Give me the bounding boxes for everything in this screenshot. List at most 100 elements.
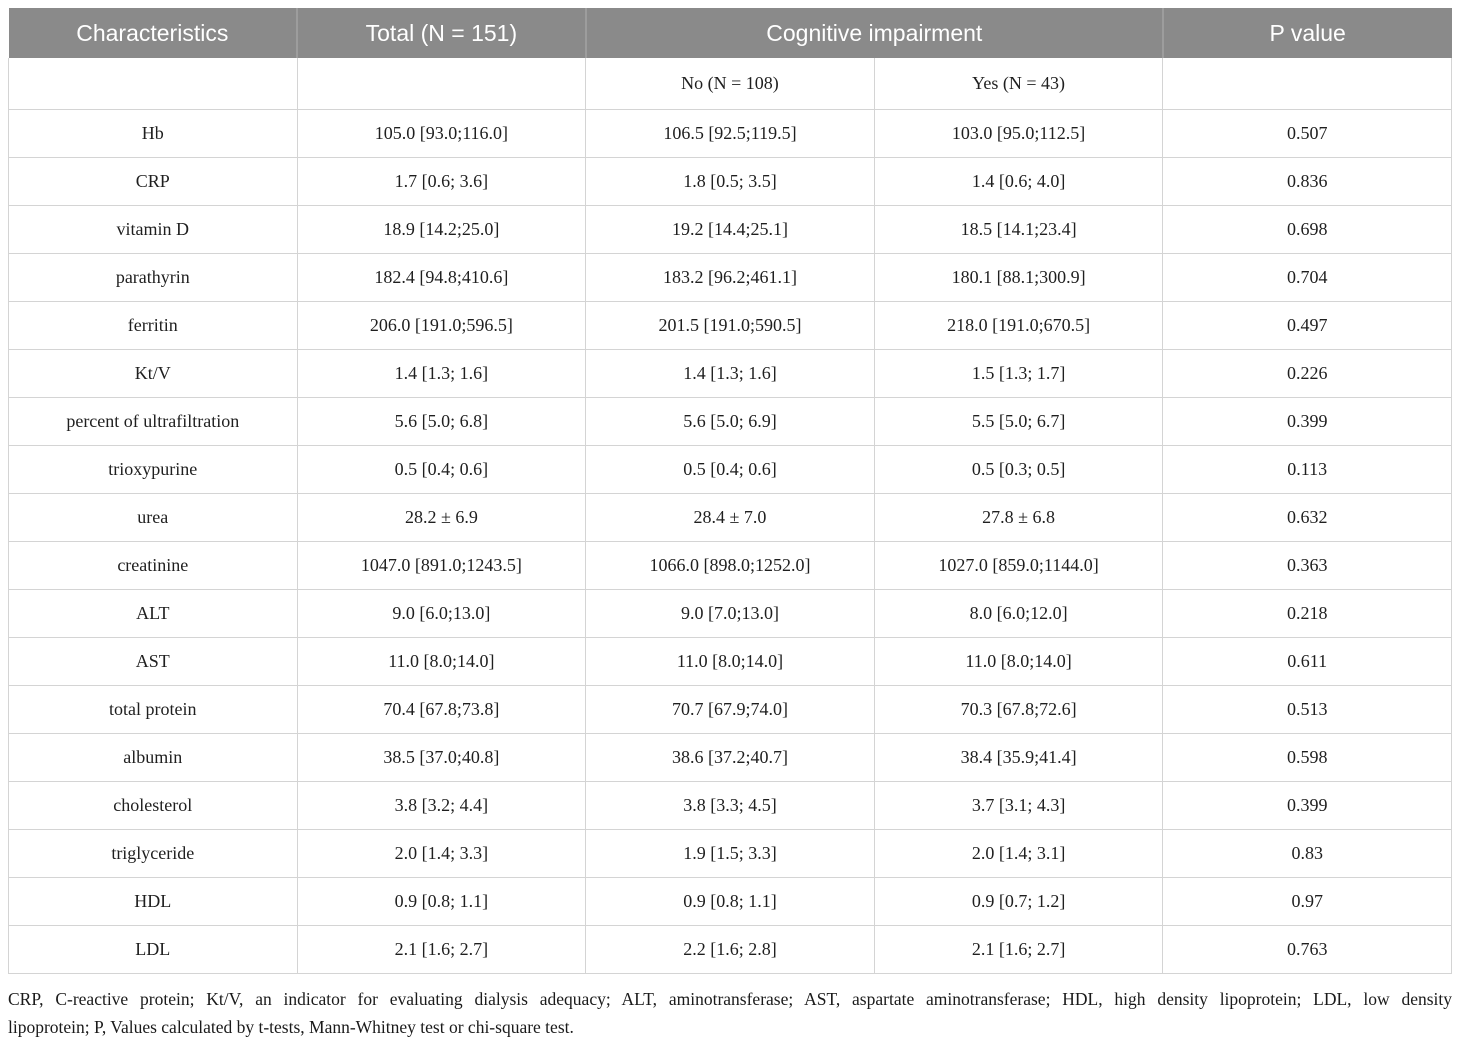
subheader-empty-p (1162, 58, 1452, 110)
yes-group-value-cell: 1027.0 [859.0;1144.0] (873, 541, 1164, 590)
total-value-cell: 1.7 [0.6; 3.6] (296, 157, 587, 206)
header-cognitive-impairment: Cognitive impairment (584, 8, 1163, 58)
p-value-cell: 0.226 (1162, 349, 1452, 398)
table-body: Hb 105.0 [93.0;116.0] 106.5 [92.5;119.5] 10… (8, 109, 1452, 974)
p-value-cell: 0.704 (1162, 253, 1452, 302)
table-row: cholesterol 3.8 [3.2; 4.4] 3.8 [3.3; 4.5] 3… (8, 781, 1452, 830)
row-label-cell: creatinine (8, 541, 298, 590)
p-value-cell: 0.83 (1162, 829, 1452, 878)
total-value-cell: 105.0 [93.0;116.0] (296, 109, 587, 158)
p-value-cell: 0.763 (1162, 925, 1452, 974)
table-row: LDL 2.1 [1.6; 2.7] 2.2 [1.6; 2.8] 2.1 [1.6;… (8, 925, 1452, 974)
table-row: HDL 0.9 [0.8; 1.1] 0.9 [0.8; 1.1] 0.9 [0.7;… (8, 877, 1452, 926)
table-row: albumin 38.5 [37.0;40.8] 38.6 [37.2;40.7] 3… (8, 733, 1452, 782)
table-row: urea 28.2 ± 6.9 28.4 ± 7.0 27.8 ± 6.8 0.632 (8, 493, 1452, 542)
yes-group-value-cell: 38.4 [35.9;41.4] (873, 733, 1164, 782)
no-group-value-cell: 11.0 [8.0;14.0] (585, 637, 875, 686)
table-subheader-row: No (N = 108) Yes (N = 43) (8, 58, 1452, 110)
row-label-cell: HDL (8, 877, 298, 926)
characteristics-table: Characteristics Total (N = 151) Cognitiv… (8, 8, 1452, 974)
header-p-value: P value (1161, 8, 1452, 58)
row-label-cell: trioxypurine (8, 445, 298, 494)
p-value-cell: 0.497 (1162, 301, 1452, 350)
table-header-row: Characteristics Total (N = 151) Cognitiv… (8, 8, 1452, 58)
table-row: trioxypurine 0.5 [0.4; 0.6] 0.5 [0.4; 0.6]… (8, 445, 1452, 494)
no-group-value-cell: 38.6 [37.2;40.7] (585, 733, 875, 782)
footnote-line-1: CRP, C-reactive protein; Kt/V, an indica… (8, 989, 1452, 1009)
subheader-no: No (N = 108) (585, 58, 875, 110)
yes-group-value-cell: 2.0 [1.4; 3.1] (873, 829, 1164, 878)
no-group-value-cell: 1.4 [1.3; 1.6] (585, 349, 875, 398)
table-row: AST 11.0 [8.0;14.0] 11.0 [8.0;14.0] 11.0 [8… (8, 637, 1452, 686)
yes-group-value-cell: 180.1 [88.1;300.9] (873, 253, 1164, 302)
table-row: total protein 70.4 [67.8;73.8] 70.7 [67.9;… (8, 685, 1452, 734)
no-group-value-cell: 0.5 [0.4; 0.6] (585, 445, 875, 494)
table-row: vitamin D 18.9 [14.2;25.0] 19.2 [14.4;25.1… (8, 205, 1452, 254)
subheader-empty-total (296, 58, 587, 110)
p-value-cell: 0.836 (1162, 157, 1452, 206)
header-characteristics: Characteristics (8, 8, 298, 58)
subheader-yes: Yes (N = 43) (873, 58, 1164, 110)
total-value-cell: 0.9 [0.8; 1.1] (296, 877, 587, 926)
table-row: parathyrin 182.4 [94.8;410.6] 183.2 [96.2;… (8, 253, 1452, 302)
total-value-cell: 18.9 [14.2;25.0] (296, 205, 587, 254)
yes-group-value-cell: 0.5 [0.3; 0.5] (873, 445, 1164, 494)
total-value-cell: 1.4 [1.3; 1.6] (296, 349, 587, 398)
no-group-value-cell: 2.2 [1.6; 2.8] (585, 925, 875, 974)
row-label-cell: ferritin (8, 301, 298, 350)
p-value-cell: 0.611 (1162, 637, 1452, 686)
p-value-cell: 0.399 (1162, 781, 1452, 830)
yes-group-value-cell: 1.5 [1.3; 1.7] (873, 349, 1164, 398)
no-group-value-cell: 9.0 [7.0;13.0] (585, 589, 875, 638)
p-value-cell: 0.507 (1162, 109, 1452, 158)
yes-group-value-cell: 8.0 [6.0;12.0] (873, 589, 1164, 638)
total-value-cell: 0.5 [0.4; 0.6] (296, 445, 587, 494)
yes-group-value-cell: 70.3 [67.8;72.6] (873, 685, 1164, 734)
no-group-value-cell: 19.2 [14.4;25.1] (585, 205, 875, 254)
table-row: percent of ultrafiltration 5.6 [5.0; 6.8]… (8, 397, 1452, 446)
table-row: Hb 105.0 [93.0;116.0] 106.5 [92.5;119.5] 10… (8, 109, 1452, 158)
row-label-cell: CRP (8, 157, 298, 206)
table-footnote: CRP, C-reactive protein; Kt/V, an indica… (8, 985, 1452, 1041)
p-value-cell: 0.513 (1162, 685, 1452, 734)
table-row: triglyceride 2.0 [1.4; 3.3] 1.9 [1.5; 3.3]… (8, 829, 1452, 878)
no-group-value-cell: 3.8 [3.3; 4.5] (585, 781, 875, 830)
row-label-cell: total protein (8, 685, 298, 734)
total-value-cell: 5.6 [5.0; 6.8] (296, 397, 587, 446)
p-value-cell: 0.363 (1162, 541, 1452, 590)
p-value-cell: 0.598 (1162, 733, 1452, 782)
yes-group-value-cell: 5.5 [5.0; 6.7] (873, 397, 1164, 446)
row-label-cell: Hb (8, 109, 298, 158)
row-label-cell: vitamin D (8, 205, 298, 254)
p-value-cell: 0.113 (1162, 445, 1452, 494)
total-value-cell: 11.0 [8.0;14.0] (296, 637, 587, 686)
table-row: ALT 9.0 [6.0;13.0] 9.0 [7.0;13.0] 8.0 [6.0;… (8, 589, 1452, 638)
no-group-value-cell: 1066.0 [898.0;1252.0] (585, 541, 875, 590)
row-label-cell: parathyrin (8, 253, 298, 302)
no-group-value-cell: 70.7 [67.9;74.0] (585, 685, 875, 734)
p-value-cell: 0.399 (1162, 397, 1452, 446)
no-group-value-cell: 0.9 [0.8; 1.1] (585, 877, 875, 926)
yes-group-value-cell: 18.5 [14.1;23.4] (873, 205, 1164, 254)
footnote-line-2: lipoprotein; P, Values calculated by t-t… (8, 1017, 574, 1037)
yes-group-value-cell: 2.1 [1.6; 2.7] (873, 925, 1164, 974)
row-label-cell: AST (8, 637, 298, 686)
total-value-cell: 28.2 ± 6.9 (296, 493, 587, 542)
total-value-cell: 70.4 [67.8;73.8] (296, 685, 587, 734)
no-group-value-cell: 1.9 [1.5; 3.3] (585, 829, 875, 878)
total-value-cell: 38.5 [37.0;40.8] (296, 733, 587, 782)
no-group-value-cell: 28.4 ± 7.0 (585, 493, 875, 542)
row-label-cell: LDL (8, 925, 298, 974)
p-value-cell: 0.632 (1162, 493, 1452, 542)
total-value-cell: 2.1 [1.6; 2.7] (296, 925, 587, 974)
total-value-cell: 206.0 [191.0;596.5] (296, 301, 587, 350)
total-value-cell: 2.0 [1.4; 3.3] (296, 829, 587, 878)
table-row: CRP 1.7 [0.6; 3.6] 1.8 [0.5; 3.5] 1.4 [0.6;… (8, 157, 1452, 206)
yes-group-value-cell: 103.0 [95.0;112.5] (873, 109, 1164, 158)
no-group-value-cell: 5.6 [5.0; 6.9] (585, 397, 875, 446)
p-value-cell: 0.698 (1162, 205, 1452, 254)
row-label-cell: cholesterol (8, 781, 298, 830)
yes-group-value-cell: 0.9 [0.7; 1.2] (873, 877, 1164, 926)
yes-group-value-cell: 218.0 [191.0;670.5] (873, 301, 1164, 350)
no-group-value-cell: 183.2 [96.2;461.1] (585, 253, 875, 302)
